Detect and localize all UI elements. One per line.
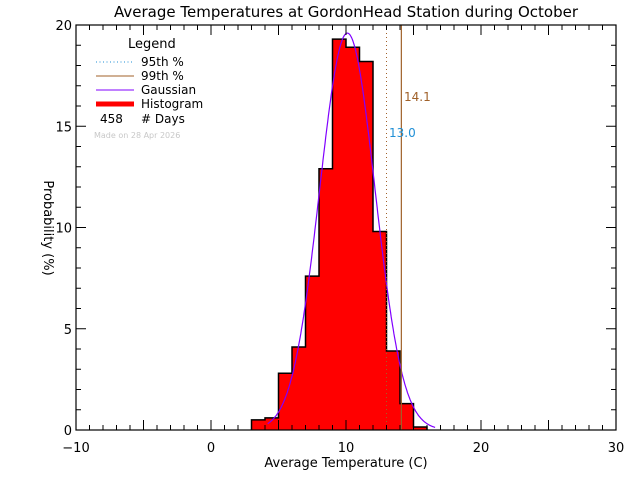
p95-value-label: 13.0 — [389, 126, 416, 140]
days-count: 458 — [100, 112, 123, 126]
gaussian-curve — [267, 32, 436, 428]
histogram-bar — [319, 168, 333, 430]
histogram-bar — [332, 39, 346, 431]
histogram-bar — [346, 47, 360, 431]
histogram-bar — [292, 346, 306, 430]
y-tick-label: 0 — [64, 424, 72, 439]
x-tick-label: 30 — [608, 441, 625, 456]
made-on-note: Made on 28 Apr 2026 — [94, 131, 180, 140]
legend-95th-label: 95th % — [141, 55, 184, 69]
x-tick-label: 10 — [338, 441, 355, 456]
p99-value-label: 14.1 — [404, 90, 431, 104]
x-axis-label: Average Temperature (C) — [264, 456, 427, 471]
histogram-outline — [250, 38, 428, 430]
y-tick-label: 10 — [55, 222, 72, 237]
histogram-bar — [305, 276, 319, 430]
histogram-bar — [265, 417, 279, 430]
histogram-bar — [251, 419, 265, 430]
histogram-bar — [373, 231, 387, 430]
histogram-bar — [386, 351, 400, 430]
chart-title: Average Temperatures at GordonHead Stati… — [114, 3, 579, 21]
axis-ticks — [76, 25, 616, 430]
y-tick-label: 20 — [55, 19, 72, 34]
x-tick-label: 20 — [473, 441, 490, 456]
x-tick-labels: −10 0 10 20 30 — [62, 441, 624, 456]
legend-99th-label: 99th % — [141, 69, 184, 83]
y-axis-label: Probability (%) — [40, 180, 55, 275]
percentile-lines — [386, 25, 402, 430]
days-label: # Days — [141, 112, 185, 126]
y-tick-labels: 0 5 10 15 20 — [55, 19, 72, 439]
y-tick-label: 5 — [64, 323, 72, 338]
gaussian-line — [267, 32, 436, 428]
legend-title: Legend — [128, 37, 176, 52]
x-tick-label: −10 — [62, 441, 89, 456]
y-tick-label: 15 — [55, 120, 72, 135]
histogram-bars — [250, 38, 428, 431]
legend-histogram-label: Histogram — [141, 97, 203, 111]
x-tick-label: 0 — [207, 441, 215, 456]
histogram-bar — [413, 426, 427, 430]
legend-gaussian-label: Gaussian — [141, 83, 196, 97]
histogram-bar — [400, 403, 414, 430]
legend: Legend 95th % 99th % Gaussian Histogram … — [94, 37, 203, 140]
histogram-bar — [359, 61, 373, 430]
